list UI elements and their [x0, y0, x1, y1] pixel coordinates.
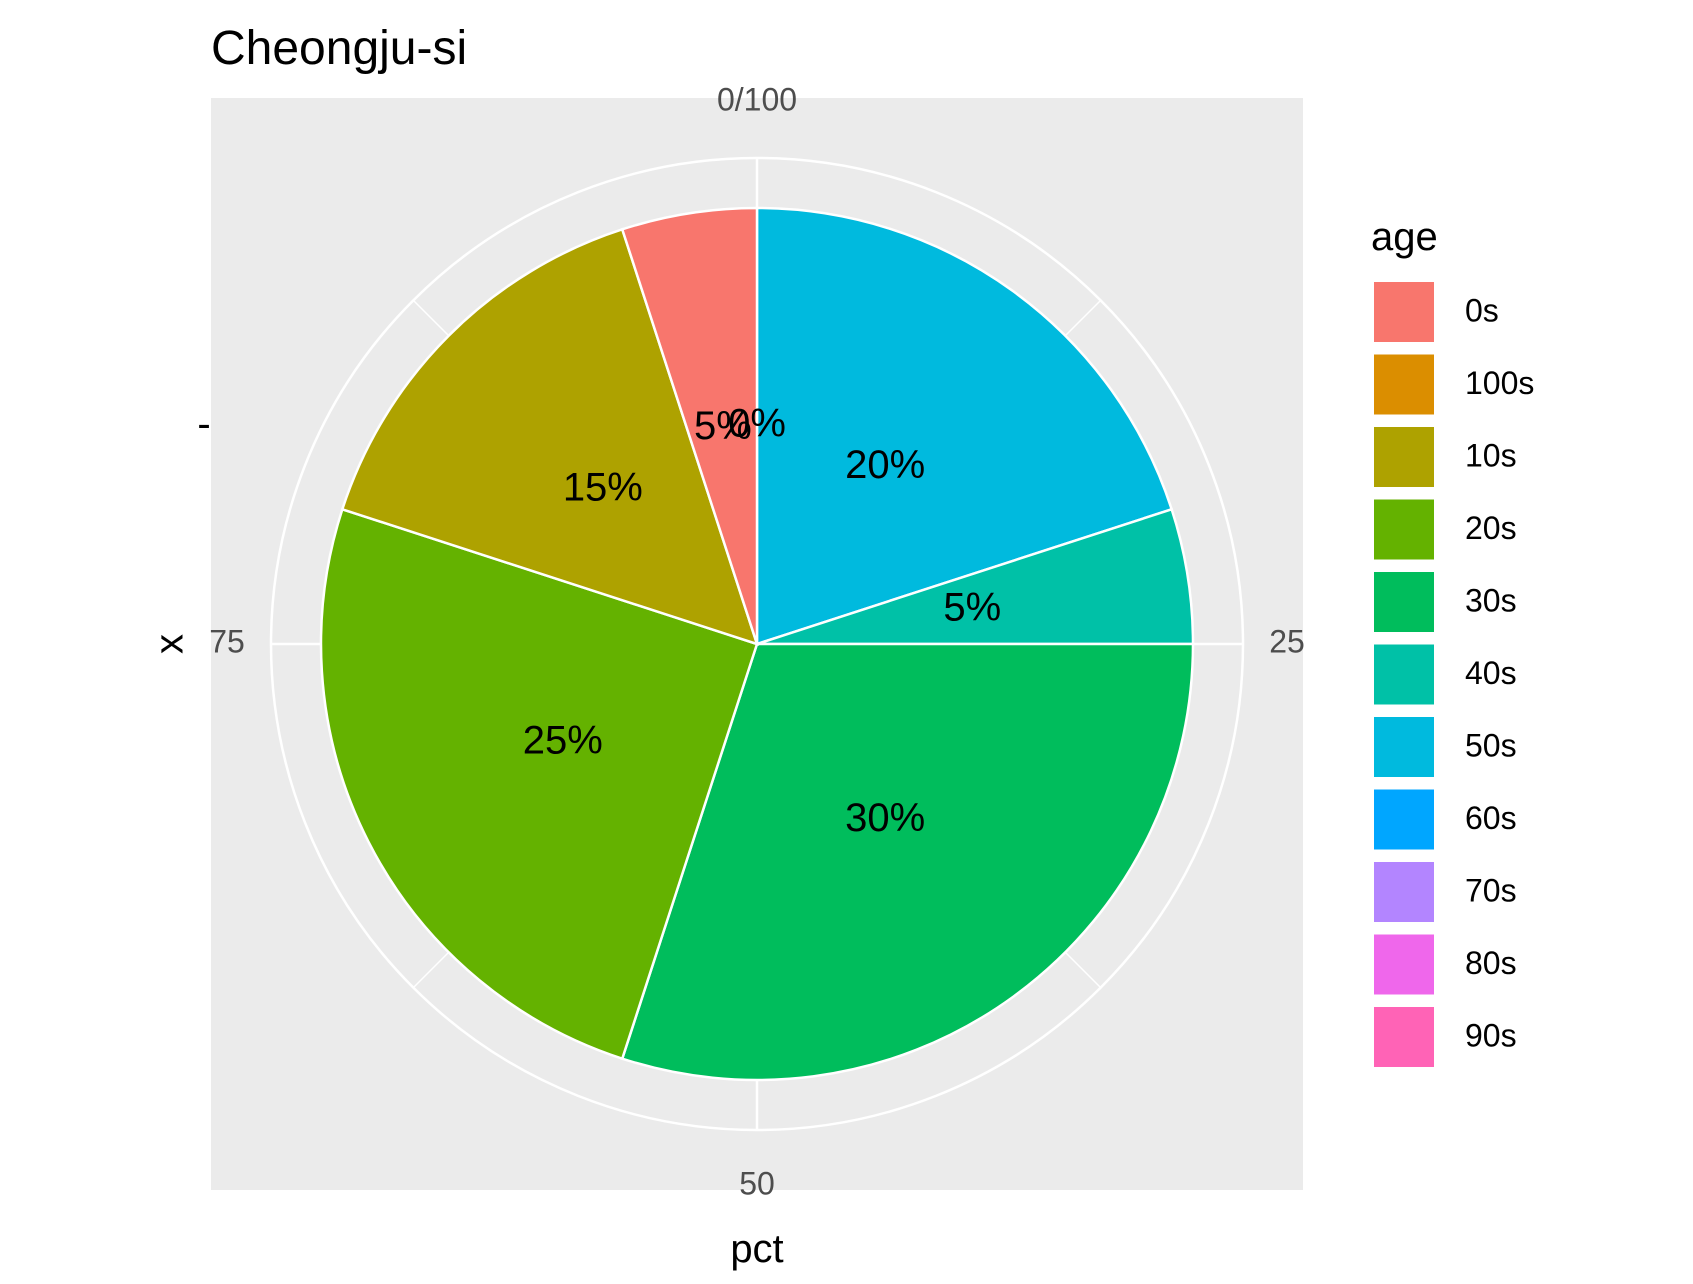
legend-key-10s: [1372, 425, 1436, 489]
legend-key-70s: [1372, 860, 1436, 924]
legend-key-100s: [1372, 352, 1436, 417]
slice-label-20s: 25%: [523, 719, 603, 763]
legend-label-80s: 80s: [1465, 945, 1517, 981]
legend-label-30s: 30s: [1465, 582, 1517, 618]
legend-title: age: [1371, 215, 1438, 259]
x-axis-title: pct: [730, 1227, 783, 1271]
legend-label-90s: 90s: [1465, 1017, 1517, 1053]
theta-tick-0: 0/100: [717, 81, 797, 117]
theta-tick-50: 50: [739, 1165, 775, 1201]
legend-key-90s: [1372, 1005, 1436, 1069]
legend-key-30s: [1372, 570, 1436, 634]
slice-label-0s: 5%: [694, 404, 752, 448]
legend-key-60s: [1372, 787, 1436, 852]
slice-label-40s: 5%: [943, 585, 1001, 629]
slice-label-10s: 15%: [563, 465, 643, 509]
legend-label-50s: 50s: [1465, 727, 1517, 763]
y-tick-label: -: [197, 402, 210, 446]
slice-label-100s: 0%: [728, 402, 786, 446]
legend-key-40s: [1372, 642, 1436, 707]
theta-tick-75: 75: [209, 623, 245, 659]
legend-key-20s: [1372, 497, 1436, 562]
legend-label-10s: 10s: [1465, 437, 1517, 473]
chart-title: Cheongju-si: [211, 22, 467, 75]
legend-key-50s: [1372, 715, 1436, 779]
legend-label-70s: 70s: [1465, 872, 1517, 908]
legend: 0s 100s 10s 20s 30s 40s 50s 60s 70s 80s 90s: [1372, 280, 1534, 1069]
slice-labels: 20%5%30%25%15%5%0%: [523, 402, 1001, 840]
pie-slice-50s: [755, 206, 1174, 646]
slice-label-30s: 30%: [845, 796, 925, 840]
legend-label-20s: 20s: [1465, 510, 1517, 546]
pie-slice-20s: [319, 507, 759, 1061]
theta-tick-labels: 0/100 25 50 75: [209, 81, 1305, 1201]
legend-key-0s: [1372, 280, 1436, 344]
y-axis-title: x: [148, 634, 192, 654]
pie-slices: [319, 206, 1195, 1082]
legend-label-40s: 40s: [1465, 655, 1517, 691]
legend-label-100s: 100s: [1465, 365, 1534, 401]
legend-label-60s: 60s: [1465, 800, 1517, 836]
pie-slice-10s: [340, 227, 759, 646]
slice-label-50s: 20%: [845, 443, 925, 487]
pie-slice-30s: [620, 642, 1195, 1082]
legend-label-0s: 0s: [1465, 292, 1499, 328]
pie-slice-0s: [620, 206, 759, 645]
legend-key-80s: [1372, 932, 1436, 997]
theta-tick-25: 25: [1269, 623, 1305, 659]
